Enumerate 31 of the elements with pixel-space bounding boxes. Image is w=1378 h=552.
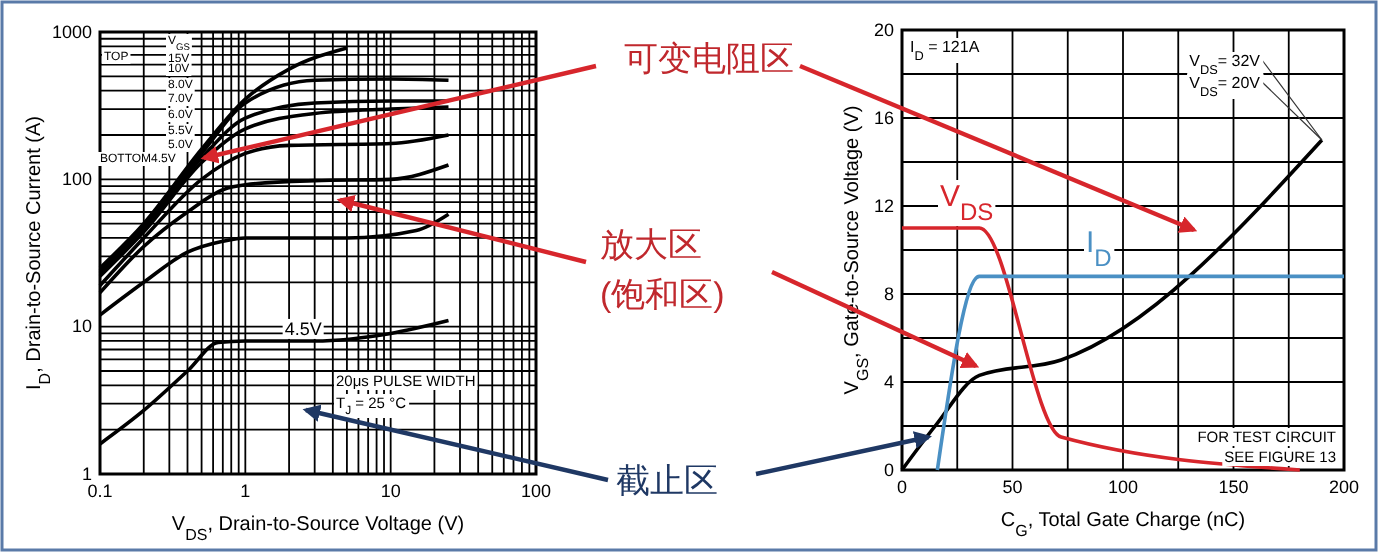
text: 放大区 bbox=[600, 226, 702, 264]
series-label: V$_{DS}$ bbox=[940, 180, 994, 226]
x-tick-label: 0 bbox=[896, 476, 908, 497]
x-tick-label: 150 bbox=[1218, 476, 1249, 497]
y-tick-label: 16 bbox=[873, 107, 894, 128]
x-axis-title: C$_{G}$, Total Gate Charge (nC) bbox=[1000, 510, 1246, 539]
annotation: 截止区 bbox=[616, 462, 718, 500]
y-tick-label: 1000 bbox=[51, 21, 92, 42]
y-tick-label: 1 bbox=[81, 463, 92, 484]
y-tick-label: 12 bbox=[873, 195, 894, 216]
x-tick-label: 10 bbox=[380, 480, 401, 501]
y-tick-label: 4 bbox=[883, 371, 894, 392]
y-tick-label: 20 bbox=[873, 19, 894, 40]
annotation: V$_{DS}$= 20V bbox=[1189, 74, 1262, 99]
y-tick-label: 10 bbox=[71, 316, 92, 337]
annotation: V$_{DS}$= 32V bbox=[1189, 52, 1262, 77]
series-label: I$_{D}$ bbox=[1086, 226, 1113, 272]
x-tick-label: 100 bbox=[520, 480, 552, 501]
annotation: I$_{D}$ = 121A bbox=[910, 38, 981, 63]
x-tick-label: 1 bbox=[240, 480, 251, 501]
x-tick-label: 100 bbox=[1107, 476, 1139, 497]
text: 可变电阻区 bbox=[624, 40, 794, 78]
x-axis-title: V$_{DS}$, Drain-to-Source Voltage (V) bbox=[171, 514, 465, 543]
annotation: 4.5V bbox=[284, 318, 322, 339]
x-tick-label: 200 bbox=[1328, 476, 1360, 497]
x-tick-label: 50 bbox=[1002, 476, 1023, 497]
y-tick-label: 100 bbox=[61, 169, 92, 190]
y-tick-label: 8 bbox=[883, 283, 894, 304]
y-tick-label: 0 bbox=[883, 459, 894, 480]
text: (饱和区) bbox=[600, 276, 725, 314]
x-tick-label: 0.1 bbox=[87, 480, 113, 501]
